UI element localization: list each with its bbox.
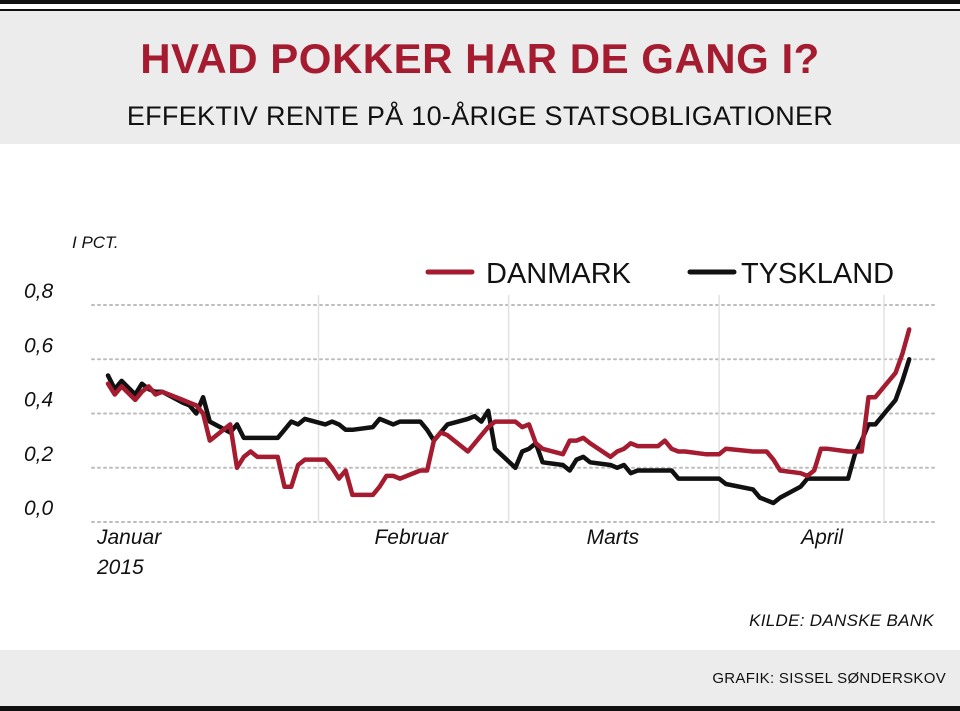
- y-tick-label: 0,6: [24, 334, 54, 357]
- series-line-tyskland: [105, 357, 912, 506]
- footer-band: GRAFIK: SISSEL SØNDERSKOV: [0, 650, 960, 706]
- y-tick-label: 0,4: [24, 389, 53, 412]
- x-tick-label: Januar: [96, 526, 162, 549]
- top-rule: [0, 0, 960, 4]
- top-rule-thin: [0, 9, 960, 11]
- x-tick-sublabel: 2015: [96, 556, 144, 579]
- y-tick-label: 0,8: [24, 280, 54, 303]
- page-subtitle: EFFEKTIV RENTE PÅ 10-ÅRIGE STATSOBLIGATI…: [126, 101, 834, 131]
- y-axis-label: I PCT.: [72, 233, 119, 252]
- x-tick-label: Marts: [587, 526, 640, 549]
- bottom-rule: [0, 706, 960, 711]
- x-tick-label: April: [799, 526, 844, 549]
- page-title: HVAD POKKER HAR DE GANG I?: [140, 35, 820, 82]
- source-note: KILDE: DANSKE BANK: [749, 611, 934, 630]
- y-tick-label: 0,2: [24, 443, 54, 466]
- header-band: HVAD POKKER HAR DE GANG I? EFFEKTIV RENT…: [0, 11, 960, 144]
- legend-label-tyskland: TYSKLAND: [741, 258, 894, 290]
- x-tick-label: Februar: [374, 526, 449, 549]
- series-line-danmark: [105, 327, 912, 498]
- legend-label-danmark: DANMARK: [486, 258, 632, 290]
- y-tick-label: 0,0: [24, 497, 54, 520]
- graphic-credit: GRAFIK: SISSEL SØNDERSKOV: [712, 670, 946, 687]
